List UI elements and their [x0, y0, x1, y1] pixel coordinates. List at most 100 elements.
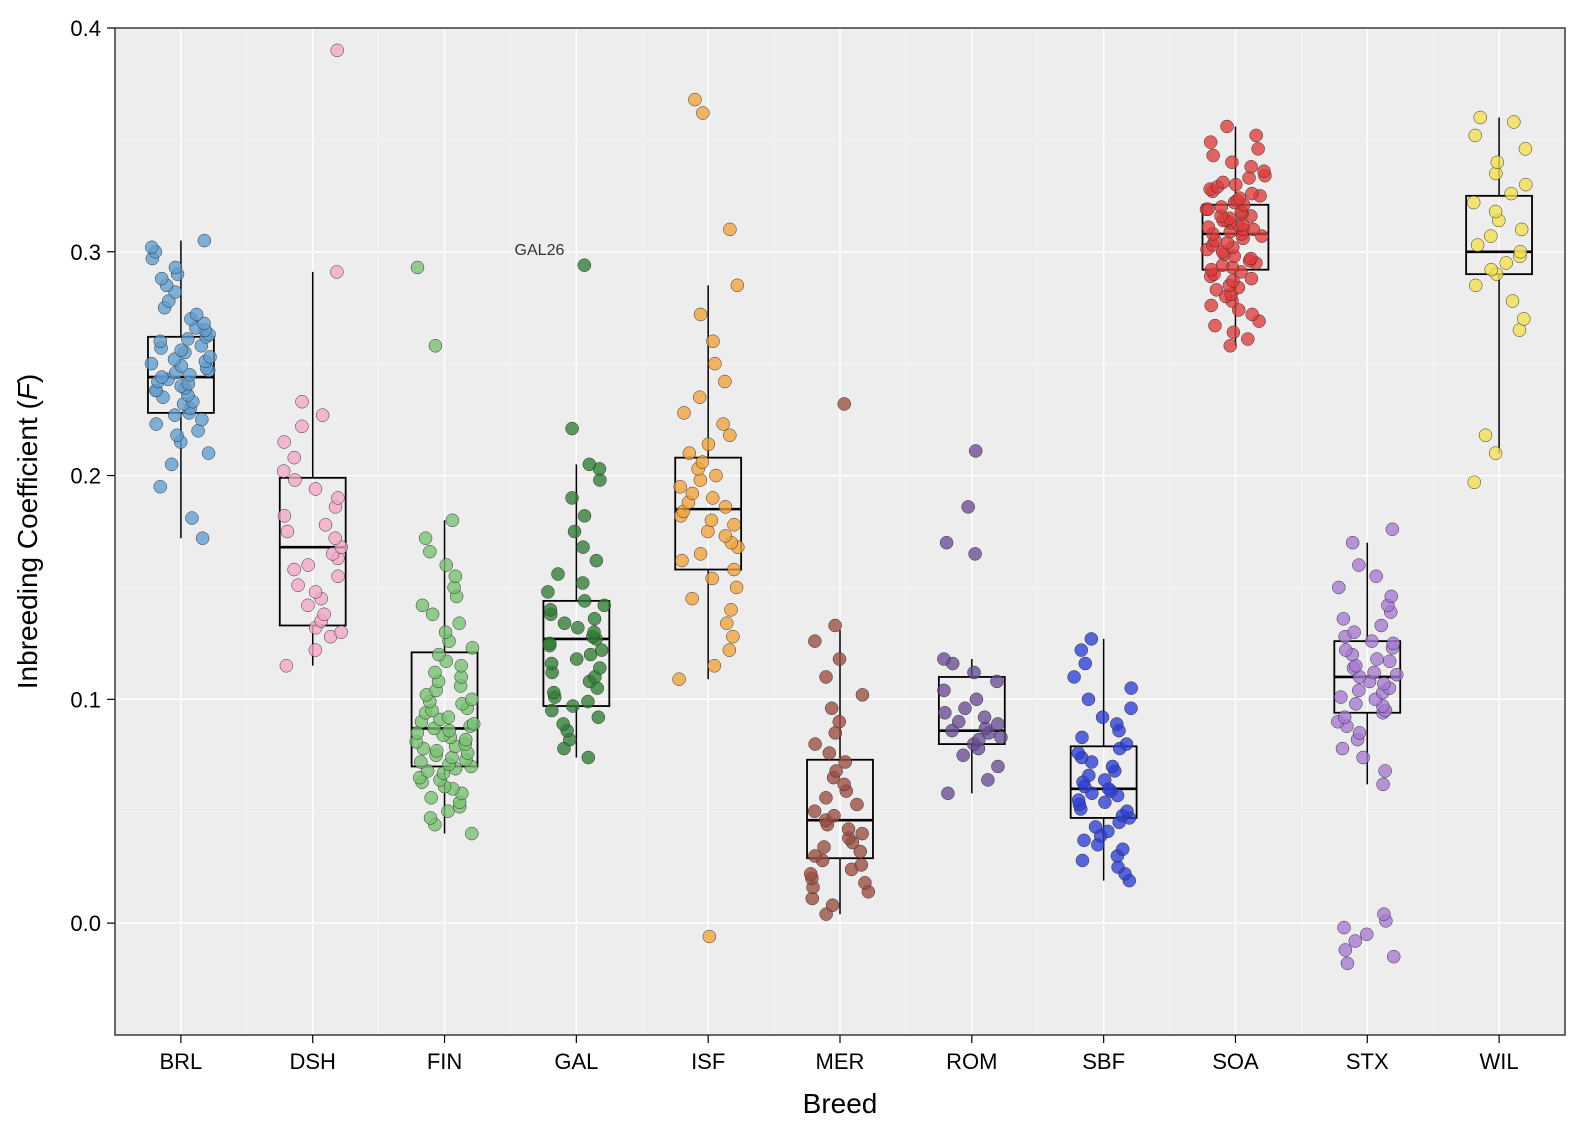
y-tick-label: 0.3 — [70, 240, 101, 265]
data-point — [1079, 657, 1092, 670]
data-point — [820, 670, 833, 683]
y-tick-label: 0.2 — [70, 464, 101, 489]
data-point — [547, 686, 560, 699]
data-point — [592, 711, 605, 724]
data-point — [1368, 666, 1381, 679]
data-point — [1370, 570, 1383, 583]
data-point — [145, 357, 158, 370]
x-tick-label: WIL — [1480, 1049, 1519, 1074]
data-point — [281, 525, 294, 538]
data-point — [1349, 697, 1362, 710]
data-point — [1387, 950, 1400, 963]
data-point — [694, 547, 707, 560]
data-point — [588, 612, 601, 625]
data-point — [968, 666, 981, 679]
data-point — [292, 579, 305, 592]
data-point — [543, 637, 556, 650]
data-point — [818, 841, 831, 854]
data-point — [446, 514, 459, 527]
data-point — [1485, 263, 1498, 276]
data-point — [1519, 178, 1532, 191]
data-point — [703, 930, 716, 943]
data-point — [196, 532, 209, 545]
data-point — [952, 715, 965, 728]
x-tick-label: FIN — [427, 1049, 462, 1074]
data-point — [720, 617, 733, 630]
data-point — [582, 751, 595, 764]
data-point — [278, 435, 291, 448]
data-point — [1101, 825, 1114, 838]
data-point — [673, 673, 686, 686]
data-point — [1471, 239, 1484, 252]
data-point — [1120, 738, 1133, 751]
data-point — [1383, 655, 1396, 668]
data-point — [1353, 726, 1366, 739]
data-point — [1360, 928, 1373, 941]
data-point — [1338, 921, 1351, 934]
data-point — [723, 644, 736, 657]
data-point — [443, 724, 456, 737]
data-point — [568, 525, 581, 538]
data-point — [1489, 447, 1502, 460]
data-point — [1252, 142, 1265, 155]
data-point — [1204, 136, 1217, 149]
data-point — [168, 409, 181, 422]
data-point — [1210, 283, 1223, 296]
data-point — [1121, 805, 1134, 818]
data-point — [1217, 176, 1230, 189]
data-point — [335, 626, 348, 639]
data-point — [723, 223, 736, 236]
data-point — [331, 44, 344, 57]
data-point — [683, 447, 696, 460]
data-point — [1390, 668, 1403, 681]
data-point — [1357, 751, 1370, 764]
data-point — [991, 717, 1004, 730]
data-point — [969, 444, 982, 457]
data-point — [150, 418, 163, 431]
x-tick-label: STX — [1346, 1049, 1389, 1074]
data-point — [453, 617, 466, 630]
x-tick-label: MER — [816, 1049, 865, 1074]
data-point — [1225, 156, 1238, 169]
data-point — [424, 811, 437, 824]
data-point — [1341, 957, 1354, 970]
data-point — [154, 480, 167, 493]
data-point — [842, 823, 855, 836]
data-point — [416, 599, 429, 612]
data-point — [727, 563, 740, 576]
data-point — [1205, 299, 1218, 312]
data-point — [833, 715, 846, 728]
data-point — [1221, 120, 1234, 133]
data-point — [280, 659, 293, 672]
data-point — [449, 570, 462, 583]
data-point — [329, 532, 342, 545]
data-point — [1207, 149, 1220, 162]
data-point — [1336, 742, 1349, 755]
x-axis-title: Breed — [803, 1088, 878, 1119]
data-point — [202, 447, 215, 460]
data-point — [185, 512, 198, 525]
data-point — [723, 429, 736, 442]
data-point — [1125, 702, 1138, 715]
data-point — [411, 261, 424, 274]
data-point — [578, 509, 591, 522]
data-point — [1098, 796, 1111, 809]
data-point — [1227, 326, 1240, 339]
data-point — [430, 744, 443, 757]
data-point — [576, 576, 589, 589]
data-point — [856, 827, 869, 840]
y-tick-label: 0.4 — [70, 16, 101, 41]
data-point — [1096, 711, 1109, 724]
data-point — [1375, 619, 1388, 632]
data-point — [309, 585, 322, 598]
x-tick-label: SBF — [1082, 1049, 1125, 1074]
data-point — [598, 599, 611, 612]
data-point — [694, 308, 707, 321]
data-point — [826, 899, 839, 912]
data-point — [448, 581, 461, 594]
data-point — [1250, 129, 1263, 142]
data-point — [674, 480, 687, 493]
data-point — [706, 335, 719, 348]
data-point — [439, 626, 452, 639]
x-tick-label: SOA — [1212, 1049, 1259, 1074]
